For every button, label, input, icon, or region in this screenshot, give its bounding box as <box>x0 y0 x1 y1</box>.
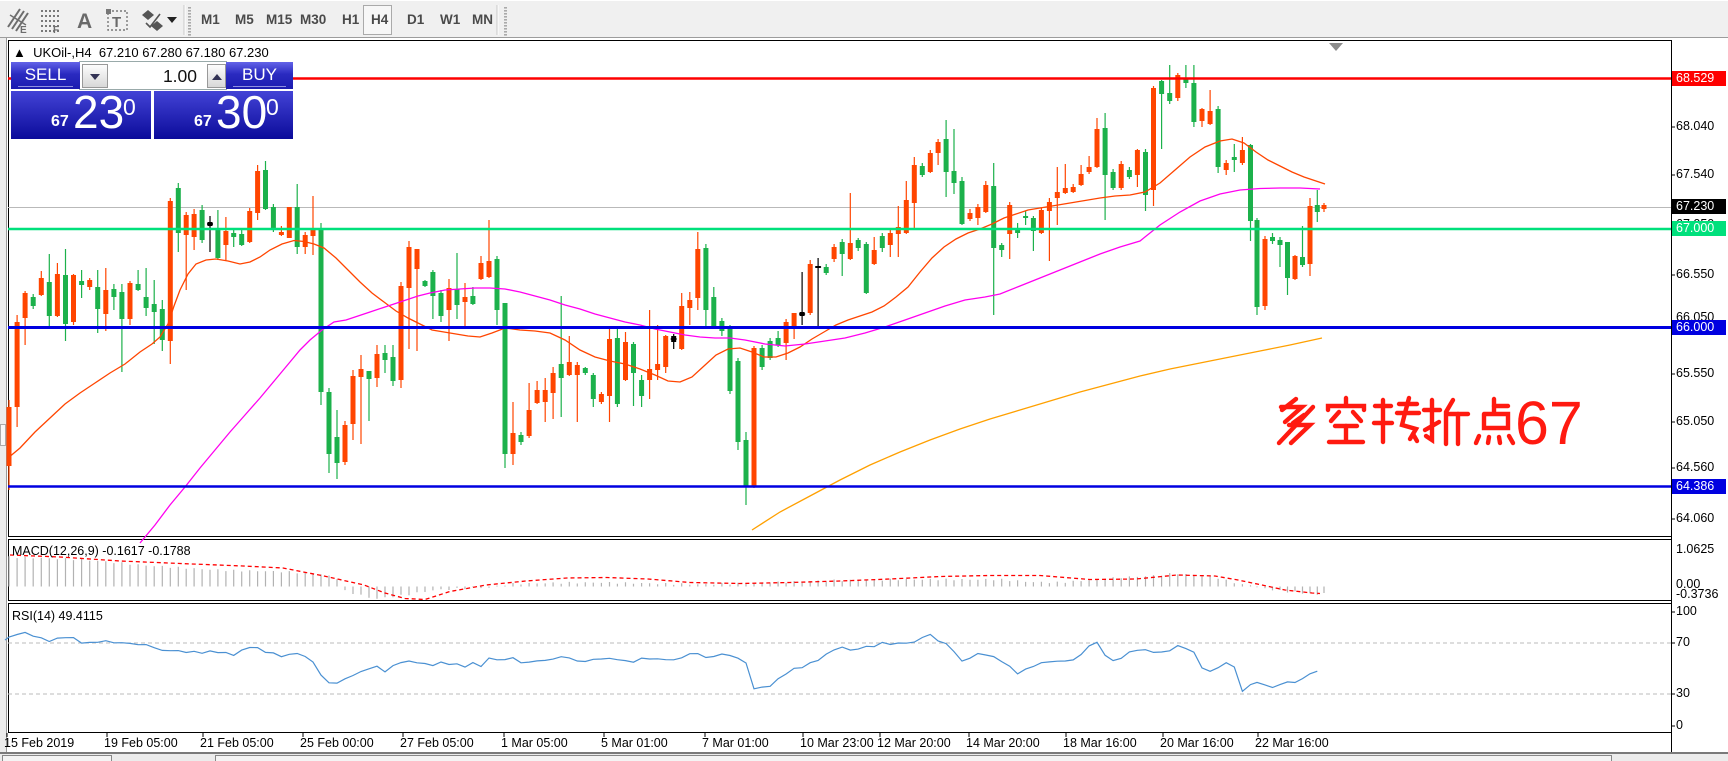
svg-text:E: E <box>20 25 27 36</box>
svg-text:T: T <box>112 14 121 31</box>
svg-text:F: F <box>53 25 59 36</box>
svg-text:67: 67 <box>1515 389 1583 457</box>
svg-text:A: A <box>77 10 92 33</box>
